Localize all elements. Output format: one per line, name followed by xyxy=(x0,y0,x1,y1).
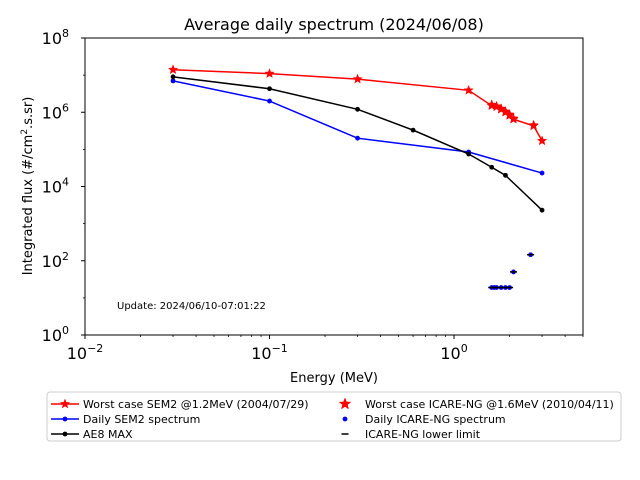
data-point xyxy=(267,86,272,92)
data-point xyxy=(410,127,416,133)
legend-entry-4: Daily ICARE-NG spectrum xyxy=(342,413,506,426)
axes: 10−2 10−1 100 100 102 104 106 108 xyxy=(42,27,584,363)
legend-label: ICARE-NG lower limit xyxy=(365,428,481,441)
data-point xyxy=(536,135,548,146)
data-point xyxy=(355,135,360,141)
legend-entry-3: Worst case ICARE-NG @1.6MeV (2010/04/11) xyxy=(338,397,614,411)
data-point xyxy=(170,78,176,84)
data-point xyxy=(503,172,508,178)
data-point xyxy=(352,73,363,84)
legend-marker xyxy=(59,398,71,409)
data-point xyxy=(539,207,545,213)
data-point xyxy=(267,98,272,104)
legend-label: Daily ICARE-NG spectrum xyxy=(365,413,506,426)
y-tick-label: 106 xyxy=(42,101,69,122)
data-point xyxy=(495,103,507,114)
legend-label: Daily SEM2 spectrum xyxy=(83,413,200,426)
y-tick-label: 104 xyxy=(42,176,69,197)
plot-area xyxy=(167,64,548,290)
data-point xyxy=(486,99,497,110)
legend-label: Worst case SEM2 @1.2MeV (2004/07/29) xyxy=(83,398,308,411)
data-point xyxy=(508,112,519,123)
legend-marker xyxy=(62,416,68,422)
series-3 xyxy=(486,99,539,130)
data-point xyxy=(355,106,360,112)
legend-marker xyxy=(338,397,352,410)
legend-entry-1: Daily SEM2 spectrum xyxy=(51,413,200,426)
legend-entry-5: ICARE-NG lower limit xyxy=(341,428,481,441)
update-annotation: Update: 2024/06/10-07:01:22 xyxy=(117,301,266,312)
y-tick-label: 102 xyxy=(42,250,69,271)
legend-entry-0: Worst case SEM2 @1.2MeV (2004/07/29) xyxy=(51,398,308,411)
legend-marker xyxy=(342,416,348,422)
x-axis-label: Energy (MeV) xyxy=(290,371,378,386)
data-point xyxy=(466,151,472,157)
data-point xyxy=(528,119,539,130)
legend-label: AE8 MAX xyxy=(83,428,133,441)
legend-marker xyxy=(62,431,68,437)
x-tick-label: 10−2 xyxy=(67,342,104,363)
y-tick-label: 108 xyxy=(42,27,69,48)
data-point xyxy=(539,170,545,176)
data-point xyxy=(463,84,474,95)
series-4 xyxy=(489,252,533,290)
series-line xyxy=(172,80,543,174)
data-point xyxy=(489,164,495,170)
data-point xyxy=(264,68,275,79)
data-point xyxy=(170,74,176,80)
data-point xyxy=(491,100,502,111)
y-tick-label: 100 xyxy=(42,324,69,345)
series-2 xyxy=(170,74,545,213)
data-point xyxy=(504,108,515,119)
legend-label: Worst case ICARE-NG @1.6MeV (2010/04/11) xyxy=(365,398,614,411)
x-tick-label: 10−1 xyxy=(251,342,288,363)
legend: Worst case SEM2 @1.2MeV (2004/07/29) Dail… xyxy=(46,391,622,442)
series-line xyxy=(172,76,543,211)
x-tick-label: 100 xyxy=(440,342,467,363)
legend-entry-2: AE8 MAX xyxy=(51,428,133,441)
data-point xyxy=(167,64,179,75)
plot-frame xyxy=(84,37,584,336)
legend-frame xyxy=(46,391,622,442)
series-1 xyxy=(170,78,545,176)
y-axis-label: Integrated flux (#/cm2.s.sr) xyxy=(20,97,36,276)
series-5 xyxy=(488,254,535,289)
chart-title: Average daily spectrum (2024/06/08) xyxy=(184,15,484,34)
